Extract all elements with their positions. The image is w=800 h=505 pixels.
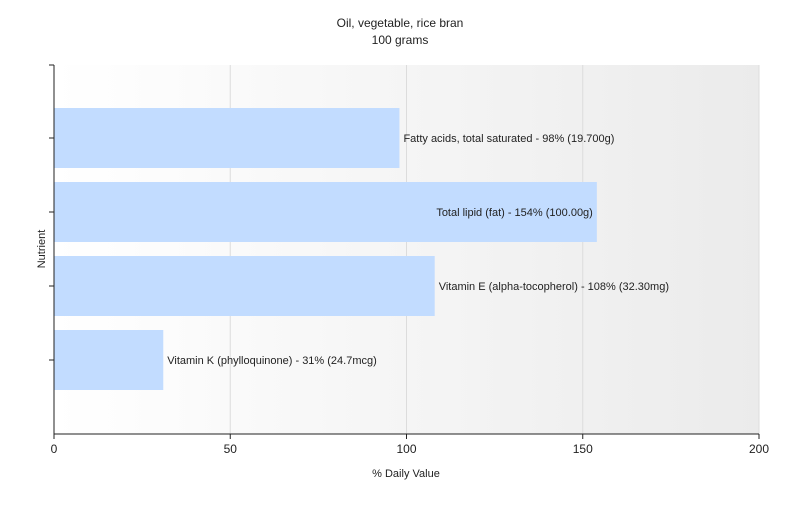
bar-labels: Fatty acids, total saturated - 98% (19.7… [167, 133, 669, 367]
bar-value-label: Fatty acids, total saturated - 98% (19.7… [403, 133, 614, 145]
bar [54, 330, 164, 390]
bar [54, 182, 597, 242]
x-tick-label: 0 [51, 442, 58, 456]
x-tick-label: 100 [396, 442, 416, 456]
bar [54, 256, 435, 316]
bar-value-label: Vitamin E (alpha-tocopherol) - 108% (32.… [439, 281, 669, 293]
y-axis-title: Nutrient [36, 230, 48, 269]
bar-value-label: Vitamin K (phylloquinone) - 31% (24.7mcg… [167, 355, 377, 367]
x-tick-label: 200 [749, 442, 769, 456]
x-axis-title: % Daily Value [372, 468, 440, 480]
x-tick-label: 150 [573, 442, 593, 456]
bar [54, 108, 400, 168]
bar-value-label: Total lipid (fat) - 154% (100.00g) [436, 207, 593, 219]
x-tick-label: 50 [224, 442, 238, 456]
chart-title: Oil, vegetable, rice bran [337, 16, 464, 30]
chart-subtitle: 100 grams [372, 33, 429, 47]
axes: 0 50 100 150 200 [49, 64, 769, 456]
bars [54, 108, 597, 390]
